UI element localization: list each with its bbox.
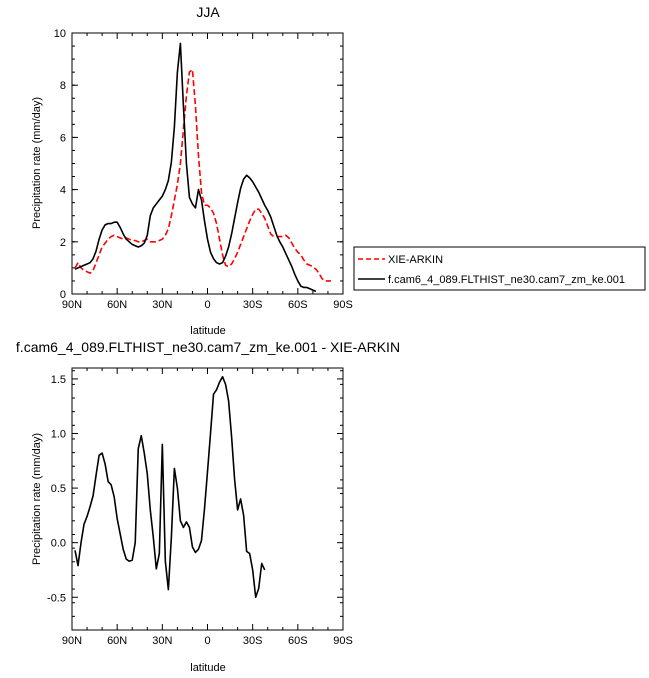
x-tick-label: 30S (243, 635, 263, 647)
x-tick-label: 30N (152, 635, 172, 647)
x-tick-label: 30S (243, 299, 263, 311)
x-tick-label: 90S (333, 299, 353, 311)
x-tick-label: 60N (107, 635, 127, 647)
series-line-0 (74, 375, 266, 599)
y-tick-label: 0.5 (51, 483, 66, 495)
ticks-top: 90N 60N 30N 0 30S 60S 90S 0 2 4 6 8 10 (54, 28, 353, 311)
x-tick-label: 0 (204, 299, 210, 311)
x-axis-label: latitude (190, 662, 225, 674)
chart-title: f.cam6_4_089.FLTHIST_ne30.cam7_zm_ke.001… (16, 339, 400, 355)
y-tick-label: 6 (60, 132, 66, 144)
legend-label-xie-arkin: XIE-ARKIN (388, 254, 443, 266)
legend-box (353, 246, 646, 291)
x-tick-label: 60N (107, 299, 127, 311)
y-tick-label: 1.0 (51, 429, 66, 441)
plot-frame-top (71, 32, 344, 295)
y-tick-label: 10 (54, 28, 66, 40)
x-axis-label: latitude (190, 325, 225, 337)
y-tick-label: 1.5 (51, 374, 66, 386)
legend-label-model: f.cam6_4_089.FLTHIST_ne30.cam7_zm_ke.001 (388, 274, 625, 286)
y-tick-label: 0.0 (51, 538, 66, 550)
y-tick-label: 2 (60, 237, 66, 249)
y-tick-label: 4 (60, 185, 66, 197)
chart-panel-bottom: f.cam6_4_089.FLTHIST_ne30.cam7_zm_ke.001… (16, 339, 400, 674)
x-tick-label: 90N (62, 299, 82, 311)
x-tick-label: 60S (288, 635, 308, 647)
series-group-top (74, 42, 331, 293)
y-tick-label: 0 (60, 289, 66, 301)
plot-frame-bottom (71, 367, 344, 631)
y-tick-label: -0.5 (47, 592, 66, 604)
y-axis-label: Precipitation rate (mm/day) (31, 97, 43, 229)
legend: XIE-ARKIN f.cam6_4_089.FLTHIST_ne30.cam7… (353, 246, 646, 291)
x-tick-label: 0 (204, 635, 210, 647)
ticks-bottom: 90N 60N 30N 0 30S 60S 90S -0.5 0.0 0.5 1.0 1.5 (47, 368, 353, 647)
series-group-bottom (74, 375, 266, 599)
x-tick-label: 60S (288, 299, 308, 311)
x-tick-label: 90N (62, 635, 82, 647)
series-line-1 (74, 42, 317, 293)
y-tick-label: 8 (60, 80, 66, 92)
x-tick-label: 90S (333, 635, 353, 647)
y-axis-label: Precipitation rate (mm/day) (31, 433, 43, 565)
series-line-0 (74, 68, 331, 282)
chart-title: JJA (196, 4, 220, 20)
x-tick-label: 30N (152, 299, 172, 311)
